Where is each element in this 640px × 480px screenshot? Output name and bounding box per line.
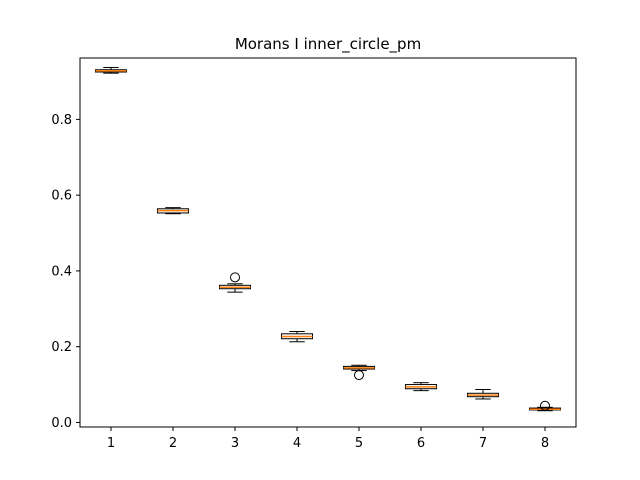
outlier-point bbox=[540, 400, 550, 411]
x-axis: 1 2 3 4 5 6 7 8 bbox=[107, 427, 549, 451]
box-group-6 bbox=[405, 382, 437, 392]
y-tick-label: 0.8 bbox=[51, 113, 72, 128]
box-group-4 bbox=[281, 331, 313, 343]
box-group-2 bbox=[157, 207, 189, 215]
outlier-point bbox=[354, 370, 364, 381]
box-group-5 bbox=[343, 364, 375, 381]
box-group-1 bbox=[95, 66, 127, 74]
x-tick-label: 3 bbox=[231, 436, 239, 451]
y-tick-label: 0.2 bbox=[51, 340, 72, 355]
outlier-point bbox=[230, 272, 240, 283]
y-tick-label: 0.0 bbox=[51, 416, 72, 431]
x-tick-label: 6 bbox=[417, 436, 425, 451]
x-tick-label: 8 bbox=[541, 436, 549, 451]
box-group-3 bbox=[219, 272, 251, 293]
x-tick-label: 2 bbox=[169, 436, 177, 451]
box-group-7 bbox=[467, 388, 499, 400]
x-tick-label: 4 bbox=[293, 436, 301, 451]
x-tick-label: 7 bbox=[479, 436, 487, 451]
x-tick-label: 5 bbox=[355, 436, 363, 451]
box-group-8 bbox=[529, 400, 561, 412]
chart-title: Morans I inner_circle_pm bbox=[235, 35, 421, 54]
y-tick-label: 0.6 bbox=[51, 189, 72, 204]
x-tick-label: 1 bbox=[107, 436, 115, 451]
y-axis: 0.0 0.2 0.4 0.6 0.8 bbox=[51, 113, 80, 431]
axes-frame bbox=[79, 57, 577, 428]
y-tick-label: 0.4 bbox=[51, 264, 72, 279]
plot-area bbox=[95, 66, 561, 412]
